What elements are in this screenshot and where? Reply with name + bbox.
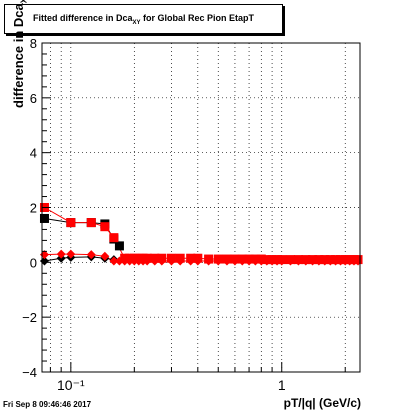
diamond-marker (250, 256, 260, 266)
x-axis-label: pT/|q| (GeV/c) (283, 396, 361, 410)
diamond-marker (301, 256, 311, 266)
diamond-marker (142, 256, 152, 266)
diamond-marker (166, 256, 176, 266)
diamond-marker (222, 256, 232, 266)
diamond-marker (204, 256, 214, 266)
diamond-marker (293, 256, 303, 266)
diamond-marker (66, 249, 76, 259)
diamond-marker (325, 256, 335, 266)
title-box: Fitted difference in DcaXY for Global Re… (4, 4, 283, 34)
diamond-marker (109, 256, 119, 266)
y-tick-label: 0 (30, 255, 37, 270)
y-tick-label: 8 (30, 36, 37, 51)
square-marker (109, 233, 119, 243)
diamond-marker (157, 256, 167, 266)
diamond-marker (308, 256, 318, 266)
x-tick-label: 1 (278, 377, 286, 393)
diamond-marker (213, 256, 223, 266)
square-marker (100, 222, 110, 232)
diamond-marker (150, 256, 160, 266)
diamond-marker (314, 256, 324, 266)
diamond-marker (237, 256, 247, 266)
diamond-marker (256, 256, 266, 266)
diamond-marker (277, 256, 287, 266)
x-tick-label: 10⁻¹ (57, 377, 85, 393)
diamond-marker (86, 250, 96, 260)
diamond-marker (320, 256, 330, 266)
square-marker (66, 218, 76, 228)
axis-ticks: 10⁻¹ 1 −4 −2 0 2 4 6 8 (22, 36, 346, 393)
y-tick-label: 4 (30, 146, 37, 161)
grid-lines (42, 42, 360, 373)
y-tick-label: −2 (22, 310, 37, 325)
diamond-marker (120, 256, 130, 266)
diamond-marker (175, 256, 185, 266)
diamond-marker (267, 256, 277, 266)
y-axis-label: difference in DcaXY (11, 0, 29, 108)
diamond-marker (262, 256, 272, 266)
y-tick-label: −4 (22, 365, 37, 380)
square-marker (86, 218, 96, 228)
diamond-marker (272, 256, 282, 266)
diamond-marker (186, 256, 196, 266)
diamond-marker (100, 251, 110, 261)
diamond-marker (114, 256, 124, 266)
diamond-marker (125, 256, 135, 266)
y-tick-label: 6 (30, 91, 37, 106)
diamond-marker (336, 256, 346, 266)
y-tick-label: 2 (30, 201, 37, 216)
plot-frame (41, 42, 361, 373)
diamond-marker (230, 256, 240, 266)
chart-title: Fitted difference in DcaXY for Global Re… (32, 13, 255, 26)
diamond-marker (285, 256, 295, 266)
timestamp: Fri Sep 8 09:46:46 2017 (3, 400, 92, 409)
data-markers (39, 203, 363, 266)
diamond-marker (56, 249, 66, 259)
diamond-marker (331, 256, 341, 266)
diamond-marker (244, 256, 254, 266)
diamond-marker (193, 256, 203, 266)
square-marker (114, 241, 124, 251)
